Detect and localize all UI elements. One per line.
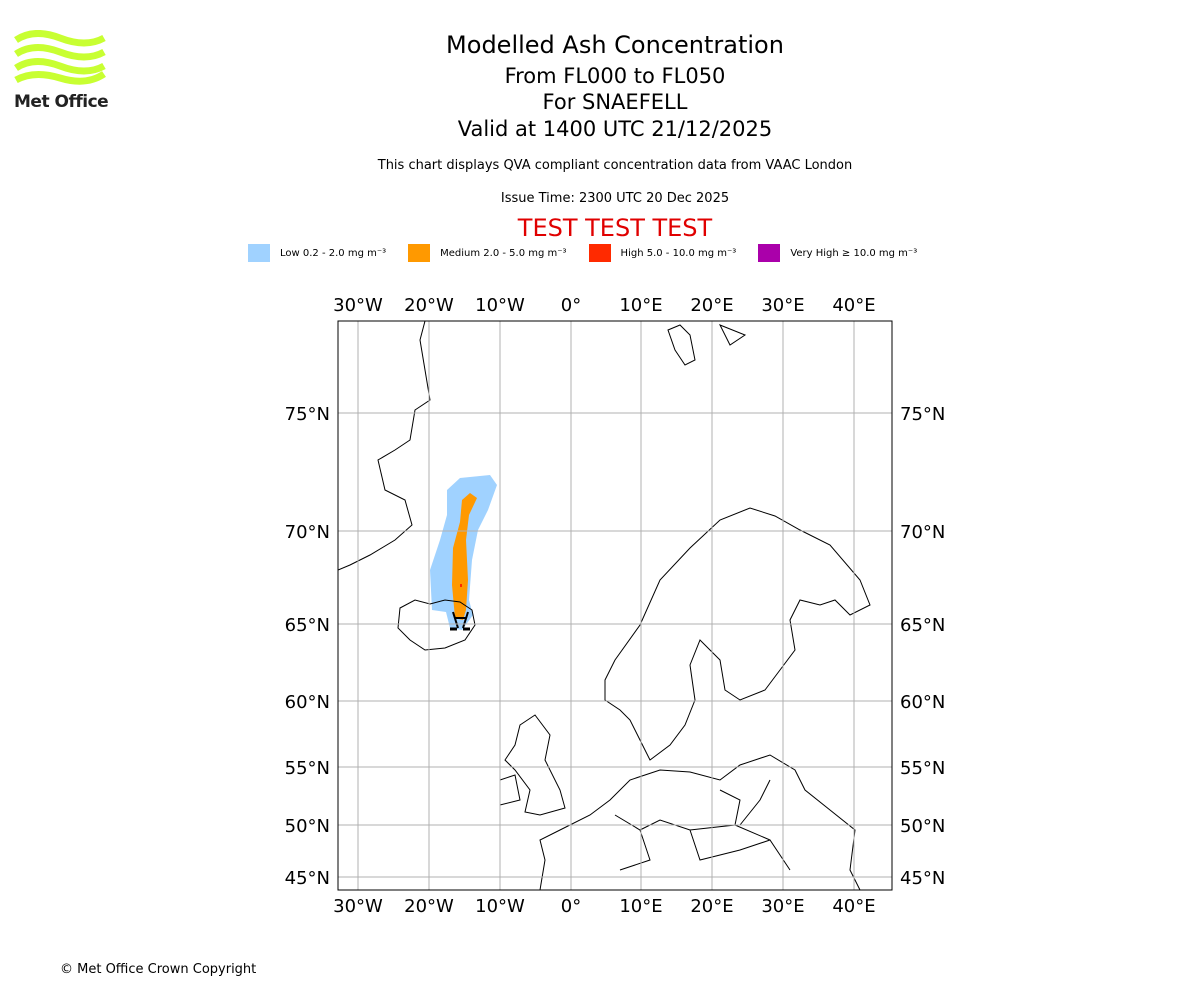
lon-tick-label: 30°E	[761, 295, 804, 316]
lon-tick-label: 30°E	[761, 896, 804, 917]
greenland-coast	[338, 321, 431, 571]
lat-tick-label: 60°N	[900, 692, 945, 713]
graticule	[338, 321, 892, 890]
legend-swatch	[588, 244, 611, 262]
chart-title: Modelled Ash Concentration	[446, 31, 784, 59]
description: This chart displays QVA compliant concen…	[377, 158, 853, 173]
legend-label: Very High ≥ 10.0 mg m⁻³	[790, 247, 918, 259]
volcano-name: For SNAEFELL	[542, 90, 688, 114]
legend-item-low: Low 0.2 - 2.0 mg m⁻³	[248, 244, 386, 262]
lat-tick-label: 50°N	[285, 816, 330, 837]
lat-tick-label: 55°N	[900, 758, 945, 779]
legend: Low 0.2 - 2.0 mg m⁻³ Medium 2.0 - 5.0 mg…	[248, 244, 939, 262]
lat-tick-label: 45°N	[285, 868, 330, 889]
lon-tick-label: 10°W	[475, 295, 525, 316]
lat-tick-label: 65°N	[285, 615, 330, 636]
legend-label: High 5.0 - 10.0 mg m⁻³	[620, 247, 737, 259]
flight-levels: From FL000 to FL050	[504, 64, 726, 88]
coastlines	[338, 321, 871, 890]
scandinavia	[604, 507, 871, 761]
borders	[614, 779, 791, 871]
lat-tick-label: 55°N	[285, 758, 330, 779]
legend-swatch	[248, 244, 270, 262]
ash-plume-low	[430, 475, 497, 630]
ash-plume-medium	[452, 493, 477, 620]
iceland	[397, 599, 476, 651]
map-frame	[337, 320, 893, 891]
met-office-logo-icon	[14, 30, 106, 85]
test-banner: TEST TEST TEST	[517, 214, 713, 242]
legend-swatch	[758, 244, 781, 262]
lat-tick-label: 65°N	[900, 615, 945, 636]
lat-tick-label: 70°N	[285, 522, 330, 543]
legend-item-very-high: Very High ≥ 10.0 mg m⁻³	[758, 244, 917, 262]
lon-tick-label: 40°E	[832, 896, 875, 917]
lat-tick-label: 60°N	[285, 692, 330, 713]
lat-tick-label: 70°N	[900, 522, 945, 543]
lon-tick-label: 0°	[561, 295, 581, 316]
logo-text: Met Office	[14, 92, 109, 112]
legend-swatch	[408, 244, 431, 262]
legend-label: Low 0.2 - 2.0 mg m⁻³	[280, 247, 387, 259]
svalbard	[667, 324, 747, 366]
legend-label: Medium 2.0 - 5.0 mg m⁻³	[440, 247, 567, 259]
lon-tick-label: 10°E	[619, 295, 662, 316]
britain	[499, 714, 566, 816]
lon-tick-label: 30°W	[333, 896, 383, 917]
legend-item-high: High 5.0 - 10.0 mg m⁻³	[588, 244, 737, 262]
lon-tick-label: 0°	[561, 896, 581, 917]
volcano-marker	[450, 611, 470, 631]
lat-tick-label: 45°N	[900, 868, 945, 889]
lon-tick-label: 40°E	[832, 295, 875, 316]
lon-tick-label: 10°W	[475, 896, 525, 917]
lon-tick-label: 10°E	[619, 896, 662, 917]
legend-item-medium: Medium 2.0 - 5.0 mg m⁻³	[408, 244, 567, 262]
lon-tick-label: 20°E	[690, 295, 733, 316]
copyright: © Met Office Crown Copyright	[60, 962, 257, 977]
lon-tick-label: 30°W	[333, 295, 383, 316]
lon-tick-label: 20°E	[690, 896, 733, 917]
lon-tick-label: 20°W	[404, 896, 454, 917]
lon-tick-label: 20°W	[404, 295, 454, 316]
lat-tick-label: 75°N	[900, 404, 945, 425]
lat-tick-label: 50°N	[900, 816, 945, 837]
issue-time: Issue Time: 2300 UTC 20 Dec 2025	[500, 191, 730, 206]
lat-tick-label: 75°N	[285, 404, 330, 425]
valid-time: Valid at 1400 UTC 21/12/2025	[457, 117, 773, 141]
europe	[539, 754, 861, 890]
